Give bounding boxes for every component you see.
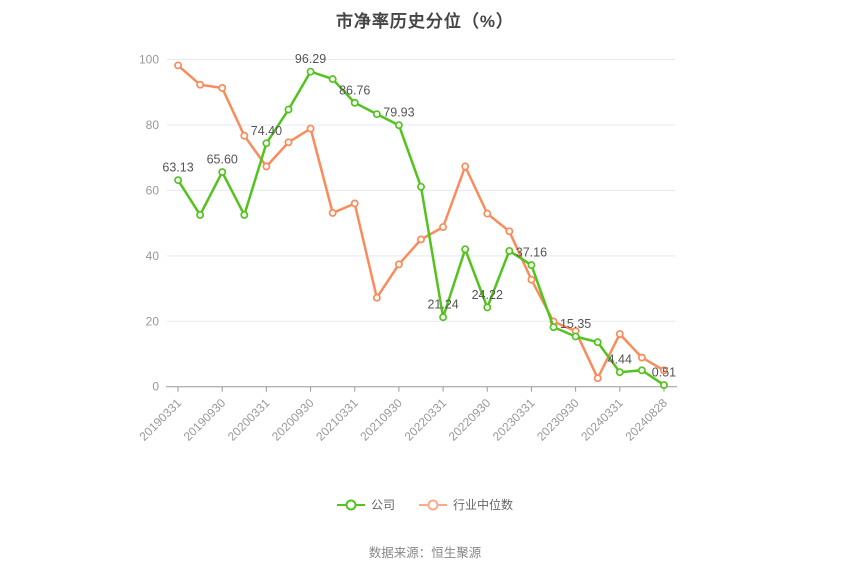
company-point-marker [350, 98, 359, 107]
data-label-0.51: 0.51 [652, 366, 676, 380]
x-axis-label-20190930: 20190930 [181, 396, 229, 444]
industry-point-marker [306, 124, 315, 133]
industry-point-marker [615, 330, 624, 338]
company-point-marker [417, 182, 425, 191]
company-point-marker [461, 245, 470, 254]
chart-title: 市净率历史分位（%） [335, 12, 515, 31]
data-label-37.16: 37.16 [516, 246, 547, 260]
data-label-74.40: 74.40 [251, 124, 282, 138]
company-point-marker [549, 323, 558, 332]
company-point-marker [262, 139, 271, 148]
company-point-marker [571, 332, 580, 341]
y-axis-label-80: 80 [146, 118, 160, 132]
x-axis-label-20240331: 20240331 [578, 396, 626, 444]
company-point-marker [593, 338, 602, 347]
x-axis-label-20230930: 20230930 [534, 396, 582, 444]
industry-point-marker [439, 223, 448, 231]
company-point-marker [284, 105, 293, 114]
company-point-marker [306, 67, 315, 76]
x-axis-label-20200331: 20200331 [225, 396, 273, 444]
industry-point-marker [284, 138, 293, 147]
company-point-marker [394, 121, 403, 130]
company-point-marker [527, 261, 536, 270]
company-point-marker [372, 110, 381, 119]
legend-label: 行业中位数 [453, 498, 514, 512]
company-point-marker [240, 210, 249, 219]
data-label-79.93: 79.93 [383, 106, 414, 120]
industry-point-marker [174, 61, 182, 70]
legend-label: 公司 [370, 498, 395, 512]
legend-marker-icon [336, 499, 365, 510]
industry-point-marker [417, 235, 425, 244]
data-label-4.44: 4.44 [608, 353, 632, 367]
y-axis-label-20: 20 [146, 314, 160, 328]
industry-point-marker [350, 199, 359, 208]
company-series-line [176, 70, 666, 387]
legend: 公司 行业中位数 [0, 496, 850, 513]
legend-marker-icon [419, 499, 447, 510]
industry-point-marker [505, 227, 514, 236]
data-label-65.60: 65.60 [207, 153, 238, 167]
industry-point-marker [660, 366, 668, 375]
industry-point-marker [461, 162, 470, 171]
industry-point-marker [240, 131, 249, 140]
industry-point-marker [637, 353, 646, 362]
industry-series-line [176, 64, 666, 380]
data-label-24.22: 24.22 [472, 288, 503, 302]
x-axis-label-20200930: 20200930 [269, 396, 317, 444]
company-point-marker [615, 368, 624, 377]
y-axis-label-60: 60 [146, 183, 160, 197]
industry-point-marker [196, 80, 205, 89]
company-point-marker [637, 366, 646, 375]
company-point-marker [439, 313, 448, 322]
data-label-96.29: 96.29 [295, 52, 326, 66]
data-label-15.35: 15.35 [560, 317, 591, 331]
company-point-marker [505, 246, 514, 255]
industry-point-marker [527, 275, 536, 284]
company-point-marker [483, 303, 492, 312]
industry-point-marker [262, 162, 271, 171]
x-axis-label-20220331: 20220331 [402, 396, 450, 444]
x-axis-label-20190331: 20190331 [137, 396, 185, 444]
y-axis-label-40: 40 [146, 249, 160, 263]
data-source-note: 数据来源：恒生聚源 [368, 546, 482, 560]
x-axis-label-20210331: 20210331 [313, 396, 361, 444]
industry-point-marker [593, 374, 602, 383]
x-axis-label-20210930: 20210930 [357, 396, 405, 444]
company-point-marker [218, 168, 227, 177]
legend-item-industry[interactable]: 行业中位数 [419, 496, 513, 513]
industry-point-marker [394, 260, 403, 269]
industry-point-marker [372, 293, 381, 302]
data-label-63.13: 63.13 [162, 161, 193, 175]
x-axis-label-20220930: 20220930 [446, 396, 494, 444]
company-point-marker [660, 381, 668, 389]
legend-item-company[interactable]: 公司 [336, 496, 395, 513]
y-axis-label-100: 100 [139, 53, 159, 67]
company-point-marker [174, 176, 182, 185]
industry-point-marker [328, 209, 337, 217]
company-point-marker [328, 75, 337, 84]
x-axis-label-20230331: 20230331 [490, 396, 538, 444]
data-label-86.76: 86.76 [339, 83, 370, 97]
y-axis-label-0: 0 [152, 380, 159, 394]
industry-point-marker [218, 84, 227, 92]
x-axis-label-20240828: 20240828 [622, 396, 670, 444]
data-label-21.24: 21.24 [427, 298, 458, 312]
company-point-marker [196, 210, 205, 219]
industry-point-marker [483, 209, 492, 218]
